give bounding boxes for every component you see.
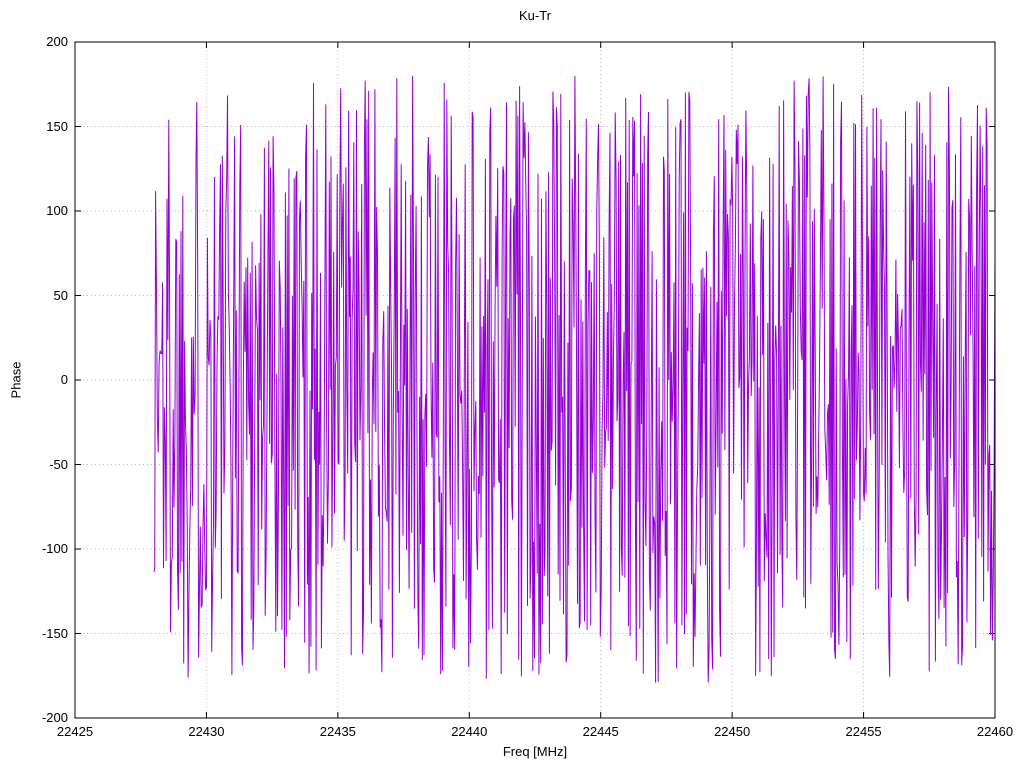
x-tick-label: 22450 xyxy=(714,724,751,739)
y-tick-label: 200 xyxy=(46,34,68,49)
y-tick-label: 100 xyxy=(46,203,68,218)
x-tick-label: 22435 xyxy=(319,724,356,739)
plot-border xyxy=(74,41,996,719)
x-tick-label: 22425 xyxy=(56,724,94,739)
x-tick-label: 22430 xyxy=(188,724,225,739)
x-axis-label: Freq [MHz] xyxy=(502,744,568,759)
x-tick-label: 22440 xyxy=(451,724,488,739)
x-tick-label: 22460 xyxy=(976,724,1014,739)
y-tick-label: -50 xyxy=(49,456,68,472)
phase-trace xyxy=(153,75,996,683)
y-tick-label: -150 xyxy=(41,625,68,641)
y-tick-label: -200 xyxy=(41,710,68,725)
y-tick-label: 0 xyxy=(60,372,68,387)
chart-title: Ku-Tr xyxy=(518,8,552,23)
y-tick-label: 50 xyxy=(53,287,68,303)
x-tick-label: 22455 xyxy=(845,724,882,739)
y-tick-label: -100 xyxy=(41,541,68,556)
x-tick-label: 22445 xyxy=(582,724,619,739)
y-tick-label: 150 xyxy=(46,118,68,134)
